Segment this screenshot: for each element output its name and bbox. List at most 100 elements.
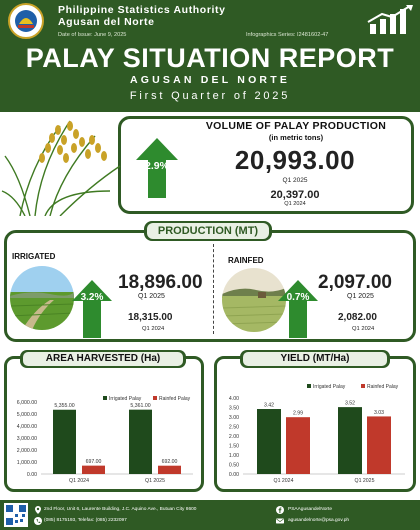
area-harvested-title: AREA HARVESTED (Ha): [23, 352, 183, 366]
volume-previous-value: 20,397.00: [270, 189, 320, 201]
rainfed-current-label: Q1 2025: [347, 293, 374, 300]
footer-email[interactable]: agusandelnorte@psa.gov.ph: [288, 518, 350, 523]
email-icon: [276, 518, 284, 524]
footer-address: 2nd Floor, Unit 6, Laurente Building, J.…: [44, 507, 197, 512]
y-tick-label: 4.00: [229, 396, 239, 402]
y-tick-label: 0.00: [27, 472, 37, 478]
report-quarter: First Quarter of 2025: [129, 90, 291, 102]
y-tick-label: 1.50: [229, 444, 239, 450]
irrigated-growth-rate: 3.2%: [80, 292, 104, 303]
y-tick-label: 2,000.00: [17, 448, 37, 454]
bar: [82, 465, 105, 474]
bar-data-label: 3.03: [374, 410, 384, 416]
psa-logo-icon: [8, 3, 44, 39]
y-tick-label: 4,000.00: [17, 424, 37, 430]
yield-title: YIELD (MT/Ha): [243, 352, 387, 366]
bar-data-label: 692.00: [162, 459, 178, 465]
y-tick-label: 3.50: [229, 406, 239, 412]
facebook-icon: [276, 506, 284, 514]
irrigated-current-label: Q1 2025: [138, 293, 165, 300]
bar-data-label: 5,355.00: [54, 403, 74, 409]
issue-meta: Date of Issue: June 9, 2025 Infographics…: [58, 32, 358, 42]
y-tick-label: 1,000.00: [17, 460, 37, 466]
y-tick-label: 6,000.00: [17, 400, 37, 406]
legend-label: Rainfed Palay: [159, 396, 191, 402]
agency-name: Philippine Statistics Authority Agusan d…: [58, 4, 226, 28]
yield-title-tag: YIELD (MT/Ha): [240, 350, 390, 368]
bar-data-label: 697.00: [86, 459, 102, 465]
area-harvested-title-tag: AREA HARVESTED (Ha): [20, 350, 186, 368]
rainfed-current-value: 2,097.00: [318, 272, 392, 293]
x-tick-label: Q1 2025: [355, 478, 375, 484]
location-pin-icon: [35, 506, 41, 514]
footer-facebook[interactable]: PSAAgusandelNorte: [288, 507, 332, 512]
rainfed-field-icon: [222, 268, 286, 332]
rice-plant-icon: [1, 120, 121, 216]
page-title: PALAY SITUATION REPORT: [25, 43, 395, 73]
irrigated-field-image: [10, 266, 74, 330]
footer-phone: (085) 8175193, Telefax: (085) 2232097: [44, 518, 127, 523]
irrigated-label: IRRIGATED: [12, 252, 56, 261]
bar: [338, 407, 362, 474]
phone-icon: [34, 517, 42, 525]
y-tick-label: 1.00: [229, 453, 239, 459]
production-title: PRODUCTION (MT): [147, 223, 269, 239]
volume-card: [118, 116, 414, 214]
y-tick-label: 2.50: [229, 425, 239, 431]
y-tick-label: 0.50: [229, 463, 239, 469]
yield-chart: 0.00 0.50 1.00 1.50 2.00 2.50 3.00 3.50 4.00 Irri…: [229, 384, 405, 484]
rainfed-growth-rate: 0.7%: [286, 292, 310, 303]
agency-line1: Philippine Statistics Authority: [58, 4, 226, 16]
x-tick-label: Q1 2024: [69, 478, 89, 484]
irrigated-up-arrow-icon: [72, 280, 112, 338]
legend-swatch: [153, 396, 157, 400]
agency-line2: Agusan del Norte: [58, 16, 155, 28]
production-divider: [213, 244, 214, 334]
bar-data-label: 3.52: [345, 401, 355, 407]
rainfed-previous-label: Q1 2024: [352, 326, 375, 332]
volume-unit: (in metric tons): [268, 133, 324, 142]
date-of-issue: Date of Issue: June 9, 2025: [58, 32, 127, 38]
qr-code-icon: [4, 503, 28, 527]
bar: [367, 416, 391, 474]
volume-current-label: Q1 2025: [282, 177, 308, 184]
production-title-tag: PRODUCTION (MT): [144, 221, 272, 241]
y-tick-label: 2.00: [229, 434, 239, 440]
volume-current-value: 20,993.00: [234, 145, 356, 175]
infographics-series: Infographics Series: I2481602-47: [246, 32, 329, 38]
bar: [53, 409, 76, 474]
rainfed-label: RAINFED: [228, 256, 264, 265]
volume-previous-label: Q1 2024: [284, 201, 306, 207]
volume-growth-rate: 2.9%: [145, 160, 169, 172]
rainfed-up-arrow-icon: [278, 280, 318, 338]
legend-label: Irrigated Palay: [109, 396, 142, 402]
bar-data-label: 2.99: [293, 411, 303, 417]
x-tick-label: Q1 2024: [274, 478, 294, 484]
irrigated-previous-value: 18,315.00: [128, 312, 173, 323]
header-band: Philippine Statistics Authority Agusan d…: [0, 0, 420, 112]
footer: 2nd Floor, Unit 6, Laurente Building, J.…: [0, 500, 420, 530]
rainfed-field-image: [222, 268, 286, 332]
irrigated-field-icon: [10, 266, 74, 330]
rainfed-previous-value: 2,082.00: [338, 312, 377, 323]
irrigated-previous-label: Q1 2024: [142, 326, 165, 332]
y-tick-label: 3.00: [229, 415, 239, 421]
volume-title: VOLUME OF PALAY PRODUCTION: [205, 120, 387, 132]
bar: [158, 465, 181, 474]
legend-swatch: [307, 384, 311, 388]
legend-label: Irrigated Palay: [313, 384, 346, 390]
bar: [286, 417, 310, 474]
bar: [129, 409, 152, 474]
y-tick-label: 3,000.00: [17, 436, 37, 442]
volume-up-arrow-icon: [136, 138, 178, 198]
legend-swatch: [361, 384, 365, 388]
irrigated-current-value: 18,896.00: [118, 272, 203, 293]
area-harvested-chart: 0.00 1,000.00 2,000.00 3,000.00 4,000.00 5,00…: [17, 396, 193, 484]
bar-trend-icon: [367, 5, 413, 34]
bar-data-label: 5,361.00: [130, 403, 150, 409]
bar: [257, 409, 281, 474]
y-tick-label: 5,000.00: [17, 412, 37, 418]
bar-data-label: 3.42: [264, 403, 274, 409]
page-subtitle: AGUSAN DEL NORTE: [129, 74, 291, 86]
